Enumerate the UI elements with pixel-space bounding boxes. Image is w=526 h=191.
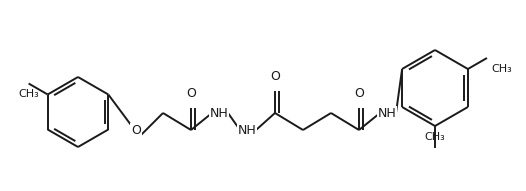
Text: NH: NH xyxy=(210,107,228,120)
Text: CH₃: CH₃ xyxy=(491,64,512,74)
Text: CH₃: CH₃ xyxy=(18,88,39,99)
Text: NH: NH xyxy=(378,107,397,120)
Text: NH: NH xyxy=(238,124,256,137)
Text: O: O xyxy=(131,124,141,137)
Text: O: O xyxy=(186,87,196,100)
Text: O: O xyxy=(270,70,280,83)
Text: CH₃: CH₃ xyxy=(424,132,446,142)
Text: O: O xyxy=(354,87,364,100)
